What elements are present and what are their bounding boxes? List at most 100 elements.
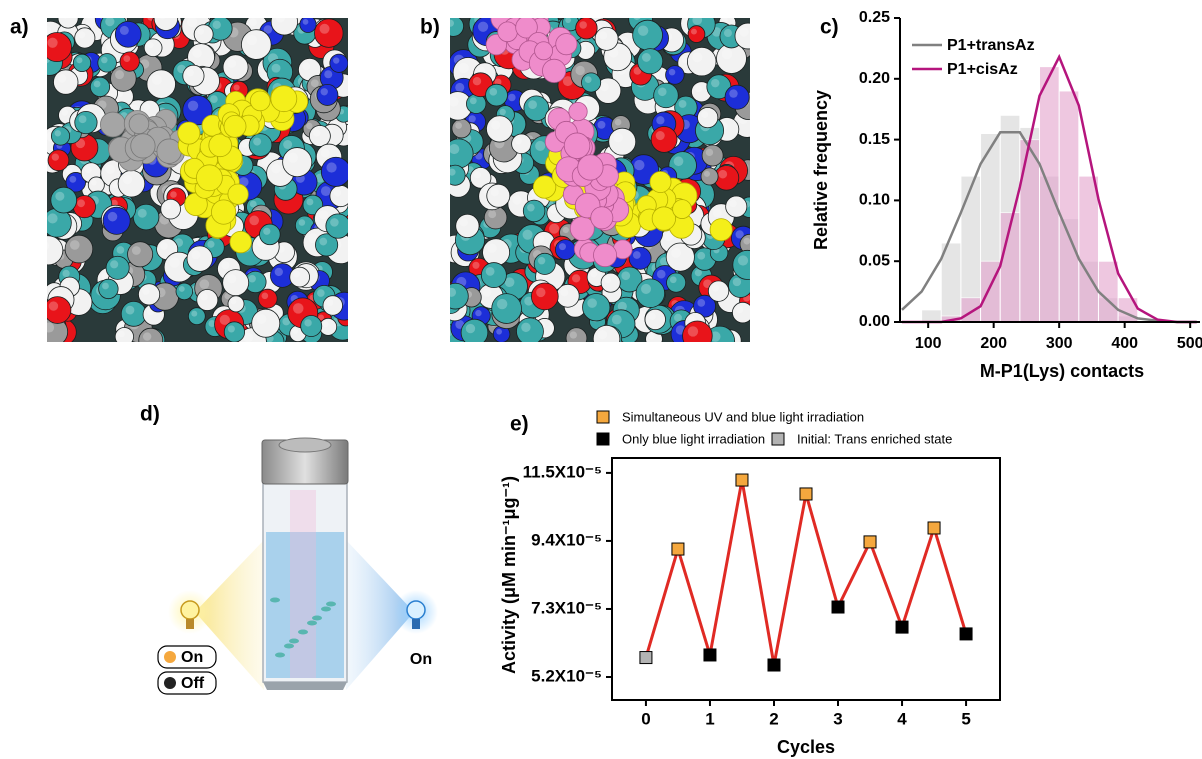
atom <box>636 279 665 308</box>
particle <box>289 639 299 644</box>
atom-highlight <box>474 171 481 178</box>
atom-highlight <box>120 26 129 35</box>
atom-highlight <box>491 188 499 196</box>
atom-highlight <box>508 94 516 102</box>
atom-highlight <box>521 323 530 332</box>
atom-highlight <box>324 70 332 78</box>
atom-highlight <box>79 115 87 123</box>
atom-highlight <box>488 210 496 218</box>
atom-highlight <box>242 142 248 148</box>
atom <box>523 200 545 222</box>
atom-highlight <box>470 97 477 104</box>
atom-highlight <box>633 251 641 259</box>
atom-highlight <box>302 62 310 70</box>
atom <box>290 267 310 287</box>
atom <box>183 65 204 86</box>
atom-highlight <box>679 100 687 108</box>
atom-highlight <box>48 213 58 223</box>
y-tick-label: 0.05 <box>859 252 890 269</box>
atom-highlight <box>326 299 333 306</box>
atom-highlight <box>288 153 298 163</box>
bulb <box>407 601 425 619</box>
atom-highlight <box>692 52 702 62</box>
y-tick-label: 11.5X10⁻⁵ <box>523 462 602 481</box>
atom <box>118 170 145 197</box>
atom <box>654 83 679 108</box>
data-marker <box>672 543 684 555</box>
atom-highlight <box>560 288 568 296</box>
atom-highlight <box>191 311 197 317</box>
atom-highlight <box>143 332 151 340</box>
atom <box>260 224 281 245</box>
atom-highlight <box>62 109 68 115</box>
atom-highlight <box>303 19 309 25</box>
data-marker <box>960 628 972 640</box>
x-tick-label: 0 <box>641 709 650 728</box>
atom-highlight <box>538 257 545 264</box>
y-tick-label: 0.15 <box>859 131 890 148</box>
y-axis-title: Relative frequency <box>811 90 831 250</box>
panel-label: c) <box>820 16 839 39</box>
atom-highlight <box>317 289 325 297</box>
legend-label: Initial: Trans enriched state <box>797 431 952 446</box>
legend-label: P1+cisAz <box>947 61 1018 78</box>
atom-highlight <box>221 261 229 269</box>
bulb-base <box>412 619 420 629</box>
x-axis-title: M-P1(Lys) contacts <box>980 361 1144 381</box>
atom <box>595 27 618 50</box>
atom <box>697 107 717 127</box>
atom-highlight <box>191 250 200 259</box>
atom-highlight <box>604 276 611 283</box>
bulb-base <box>186 619 194 629</box>
atom <box>309 126 330 147</box>
histogram-bar <box>1079 176 1099 322</box>
atom-highlight <box>147 42 153 48</box>
atom-highlight <box>152 75 162 85</box>
legend-swatch <box>597 411 609 423</box>
atom-highlight <box>598 330 607 339</box>
atom-highlight <box>42 26 51 35</box>
atom-highlight <box>263 228 270 235</box>
atom <box>609 128 636 155</box>
atom-highlight <box>447 288 456 297</box>
atom <box>144 39 162 57</box>
atom-highlight <box>515 137 522 144</box>
atom-highlight <box>695 85 702 92</box>
atom-highlight <box>496 329 502 335</box>
atom <box>98 54 117 73</box>
x-tick-label: 4 <box>897 709 907 728</box>
x-tick-label: 200 <box>980 335 1007 352</box>
atom-highlight <box>170 191 177 198</box>
atom <box>53 70 78 95</box>
atom <box>443 283 469 309</box>
highlight-atom <box>230 231 252 253</box>
atom-highlight <box>718 170 727 179</box>
atom-highlight <box>142 287 149 294</box>
atom-highlight <box>248 275 256 283</box>
molecular-render <box>34 5 359 356</box>
atom-highlight <box>105 17 114 26</box>
atom-highlight <box>523 230 533 240</box>
atom-highlight <box>656 131 665 140</box>
atom-highlight <box>271 164 281 174</box>
atom <box>576 17 598 39</box>
atom <box>51 127 69 145</box>
atom <box>330 54 348 72</box>
atom-highlight <box>330 218 339 227</box>
atom <box>58 8 78 28</box>
atom-highlight <box>500 109 506 115</box>
atom <box>732 302 753 323</box>
atom <box>461 319 488 346</box>
atom <box>486 116 512 142</box>
atom <box>483 239 510 266</box>
atom <box>228 296 244 312</box>
x-tick-label: 400 <box>1111 335 1138 352</box>
atom-highlight <box>55 130 61 136</box>
atom-highlight <box>527 204 535 212</box>
atom-highlight <box>126 306 135 315</box>
bulb <box>181 601 199 619</box>
atom-highlight <box>304 319 311 326</box>
atom-highlight <box>108 212 118 222</box>
atom-highlight <box>688 326 698 336</box>
atom-highlight <box>449 144 459 154</box>
